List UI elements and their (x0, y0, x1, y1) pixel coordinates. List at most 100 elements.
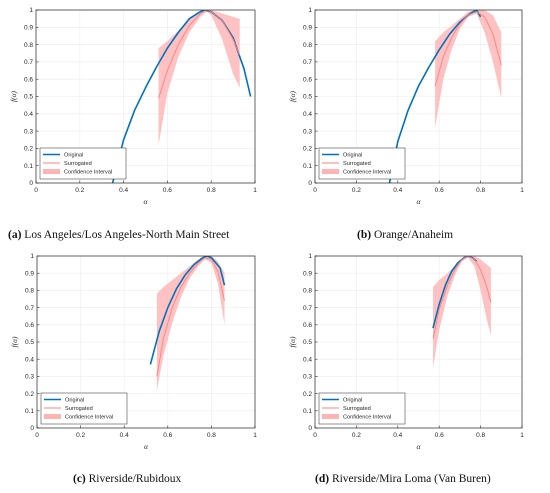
legend-label: Surrogated (64, 161, 92, 167)
x-tick-label: 0 (313, 432, 317, 439)
x-tick-label: 1 (520, 187, 524, 194)
legend-label: Surrogated (343, 406, 371, 412)
y-tick-label: 0.3 (303, 374, 312, 381)
legend: Original Surrogated Confidence Interval (318, 147, 406, 180)
confidence-band (433, 256, 491, 368)
y-tick-label: 0.4 (303, 356, 312, 363)
y-tick-label: 0.1 (303, 163, 312, 170)
surrogated-line (432, 256, 492, 339)
legend-label: Original (64, 153, 83, 159)
legend-swatch-band (322, 414, 339, 419)
original-line (111, 10, 252, 183)
caption-text-b: Orange/Anaheim (373, 229, 454, 241)
y-tick-label: 0 (30, 425, 34, 432)
x-tick-label: 0.2 (75, 187, 84, 194)
y-tick-label: 0.9 (303, 270, 312, 277)
caption-text-d: Riverside/Mira Loma (Van Buren) (331, 473, 491, 485)
x-tick-label: 0.4 (393, 187, 402, 194)
x-axis-label: α (417, 442, 422, 451)
legend-label: Original (65, 398, 84, 404)
x-tick-label: 0.6 (163, 187, 172, 194)
y-tick-label: 0.7 (303, 305, 312, 312)
x-axis-label: α (144, 197, 149, 206)
axes-frame (36, 255, 256, 429)
confidence-band (156, 256, 225, 391)
legend: Original Surrogated Confidence Interval (318, 392, 406, 425)
chart-panel-0: 0 0.1 0.2 0.3 0.4 0.5 0.6 0.7 0.8 0.9 1 0 0.2 0.4 0.6 0… (9, 7, 257, 206)
caption-a: (a) Los Angeles/Los Angeles-North Main S… (8, 229, 229, 241)
y-tick-label: 0.3 (24, 128, 33, 135)
y-tick-label: 1 (308, 253, 312, 260)
x-tick-label: 0.4 (120, 432, 129, 439)
y-axis-label: f(α) (288, 90, 297, 102)
legend-label: Surrogated (343, 161, 371, 167)
legend-label: Original (343, 398, 362, 404)
y-tick-label: 0.9 (25, 270, 34, 277)
surrogated-line (434, 11, 502, 87)
axes-frame (35, 9, 256, 184)
original-line (149, 256, 226, 365)
y-tick-label: 0.6 (303, 76, 312, 83)
y-tick-label: 0.2 (24, 146, 33, 153)
x-tick-label: 0 (35, 432, 39, 439)
y-tick-label: 0.7 (25, 305, 34, 312)
caption-text-a: Los Angeles/Los Angeles-North Main Stree… (24, 229, 230, 241)
original-line (388, 10, 482, 183)
y-tick-label: 0.8 (303, 288, 312, 295)
surrogated-line (158, 10, 241, 99)
y-tick-label: 0.6 (303, 322, 312, 329)
x-tick-label: 0.8 (207, 187, 216, 194)
y-axis-label: f(α) (9, 90, 18, 102)
y-tick-label: 0.8 (24, 42, 33, 49)
y-tick-label: 0.1 (303, 408, 312, 415)
y-tick-label: 0.9 (303, 25, 312, 32)
legend-box (318, 147, 406, 180)
x-tick-label: 0.2 (352, 187, 361, 194)
axes-frame (314, 9, 523, 184)
caption-label-b: (b) (357, 229, 372, 241)
legend-label: Confidence Interval (64, 170, 112, 176)
x-tick-label: 1 (253, 432, 257, 439)
legend-label: Original (343, 153, 362, 159)
y-tick-label: 0.6 (25, 322, 34, 329)
axes-frame (314, 255, 523, 429)
confidence-band (435, 10, 502, 128)
legend-label: Confidence Interval (343, 170, 391, 176)
y-tick-label: 0.7 (24, 59, 33, 66)
x-tick-label: 0.4 (119, 187, 128, 194)
x-tick-label: 0.2 (352, 432, 361, 439)
y-tick-label: 0.4 (24, 111, 33, 118)
chart-panel-3: 0 0.1 0.2 0.3 0.4 0.5 0.6 0.7 0.8 0.9 1 0 0.2 0.4 0.6 0… (288, 253, 524, 451)
legend-label: Confidence Interval (65, 415, 113, 421)
caption-c: (c) Riverside/Rubidoux (73, 473, 181, 485)
legend-swatch-band (322, 169, 339, 174)
chart-panel-1: 0 0.1 0.2 0.3 0.4 0.5 0.6 0.7 0.8 0.9 1 0 0.2 0.4 0.6 0… (288, 7, 524, 206)
y-tick-label: 0.4 (303, 111, 312, 118)
y-axis-label: f(α) (288, 336, 297, 348)
y-tick-label: 0.8 (303, 42, 312, 49)
y-tick-label: 0.8 (25, 288, 34, 295)
caption-label-c: (c) (73, 473, 86, 485)
chart-panel-2: 0 0.1 0.2 0.3 0.4 0.5 0.6 0.7 0.8 0.9 1 0 0.2 0.4 0.6 0… (10, 253, 257, 451)
y-tick-label: 0.9 (24, 25, 33, 32)
y-tick-label: 0.3 (303, 128, 312, 135)
surrogated-line (156, 257, 225, 377)
caption-b: (b) Orange/Anaheim (357, 229, 453, 241)
x-tick-label: 0.6 (435, 432, 444, 439)
y-tick-label: 0.5 (303, 339, 312, 346)
y-tick-label: 0.7 (303, 59, 312, 66)
x-tick-label: 0.8 (476, 187, 485, 194)
x-tick-label: 0.8 (476, 432, 485, 439)
y-tick-label: 0 (308, 425, 312, 432)
legend-swatch-band (44, 414, 61, 419)
legend-label: Confidence Interval (343, 415, 391, 421)
y-tick-label: 0.5 (24, 94, 33, 101)
x-tick-label: 0.8 (207, 432, 216, 439)
x-tick-label: 1 (253, 187, 257, 194)
x-tick-label: 0.6 (163, 432, 172, 439)
y-tick-label: 0 (29, 180, 33, 187)
legend-box (39, 147, 127, 180)
y-tick-label: 1 (308, 7, 312, 14)
x-tick-label: 1 (520, 432, 524, 439)
